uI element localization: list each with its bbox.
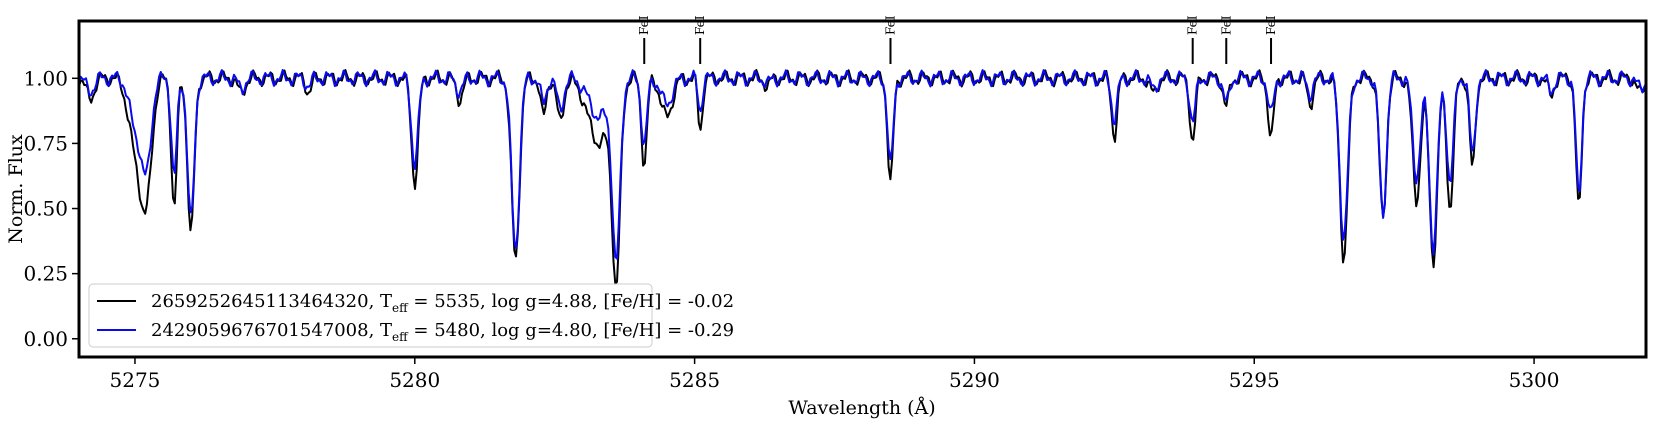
x-axis-label: Wavelength (Å)	[788, 397, 935, 419]
line-marker-label: FeI	[637, 15, 651, 35]
x-tick-label: 5300	[1509, 368, 1560, 392]
line-marker-label: FeI	[1186, 15, 1200, 35]
x-tick-label: 5295	[1229, 368, 1280, 392]
plot-frame	[77, 19, 1648, 359]
y-axis-label: Norm. Flux	[5, 134, 27, 244]
y-tick-label: 0.00	[23, 327, 68, 351]
y-tick-label: 1.00	[23, 66, 68, 90]
x-tick-label: 5275	[110, 368, 161, 392]
y-tick-label: 0.75	[23, 131, 68, 155]
line-marker-label: FeI	[693, 15, 707, 35]
legend: 2659252645113464320, Teff = 5535, log g=…	[88, 283, 734, 348]
line-marker-label: FeI	[883, 15, 897, 35]
line-marker-label: FeI	[1219, 15, 1233, 35]
legend-box	[88, 283, 653, 348]
x-tick-label: 5280	[389, 368, 440, 392]
legend-label: 2659252645113464320, Teff = 5535, log g=…	[151, 291, 734, 315]
y-axis: 0.00 0.25 0.50 0.75 1.00	[23, 66, 79, 351]
x-tick-label: 5285	[669, 368, 720, 392]
x-tick-label: 5290	[949, 368, 1000, 392]
y-tick-label: 0.25	[23, 262, 68, 286]
series-line	[79, 69, 1646, 260]
y-tick-label: 0.50	[23, 197, 68, 221]
line-marker-layer: FeI FeI FeI FeI FeI FeI	[637, 15, 1278, 64]
legend-label: 2429059676701547008, Teff = 5480, log g=…	[151, 320, 734, 344]
series-layer	[79, 69, 1646, 285]
x-axis: 5275 5280 5285 5290 5295 5300	[110, 357, 1560, 392]
line-marker-label: FeI	[1264, 15, 1278, 35]
